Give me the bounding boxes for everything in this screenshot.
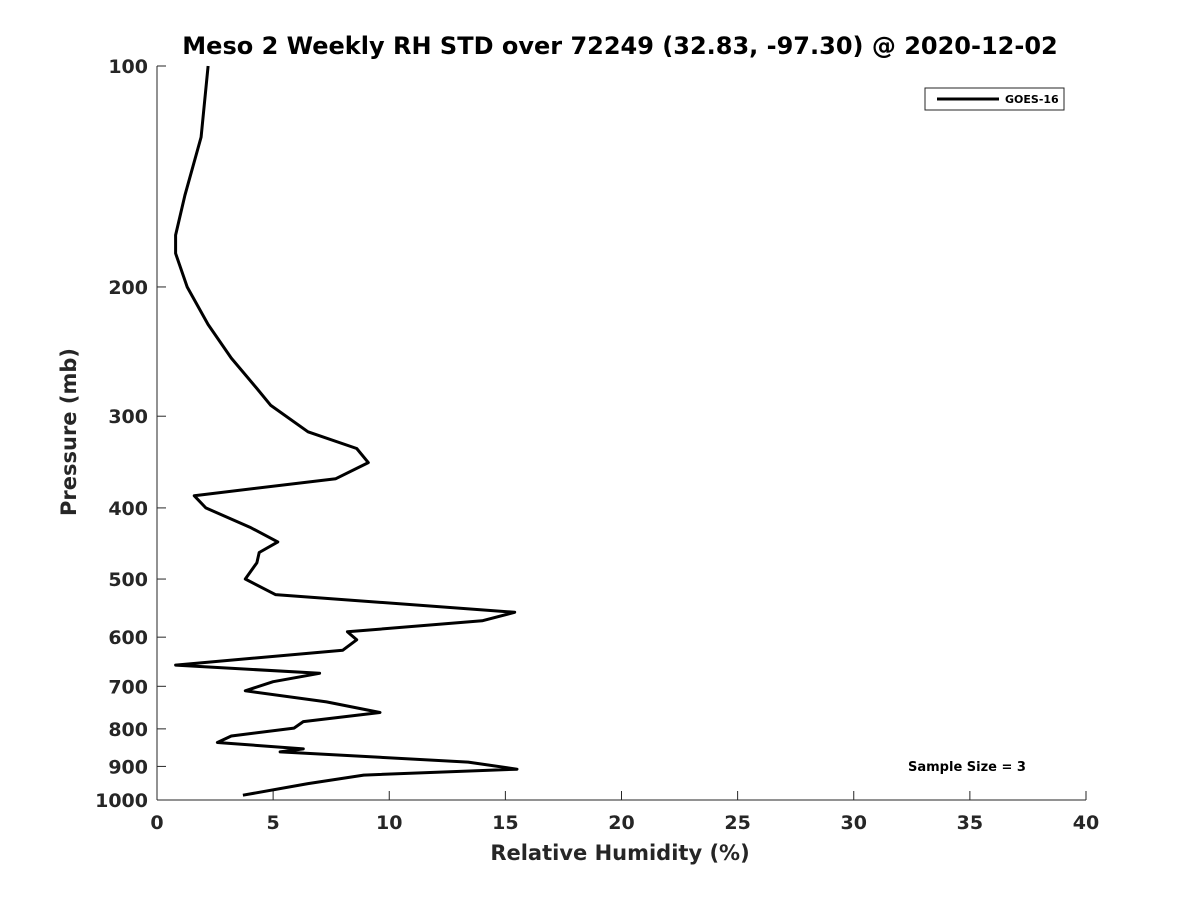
sample-size-annotation: Sample Size = 3 bbox=[908, 760, 1026, 775]
y-axis-label: Pressure (mb) bbox=[57, 348, 81, 516]
x-tick-label: 20 bbox=[608, 812, 634, 834]
y-tick-label: 300 bbox=[108, 406, 148, 428]
x-tick-label: 5 bbox=[267, 812, 280, 834]
data-series bbox=[174, 65, 519, 797]
x-tick-label: 40 bbox=[1073, 812, 1099, 834]
y-tick-label: 700 bbox=[108, 676, 148, 698]
y-tick-label: 800 bbox=[108, 719, 148, 741]
x-tick-label: 35 bbox=[957, 812, 983, 834]
y-axis-ticks: 100 200 300 400 500 600 700 800 900 1000 bbox=[95, 56, 166, 812]
y-tick-label: 500 bbox=[108, 569, 148, 591]
y-tick-label: 100 bbox=[108, 56, 148, 78]
y-tick-label: 900 bbox=[108, 756, 148, 778]
x-axis-ticks: 0 5 10 15 20 25 30 35 40 bbox=[150, 791, 1099, 834]
x-tick-label: 25 bbox=[724, 812, 750, 834]
series-line-goes-16 bbox=[174, 65, 519, 797]
x-tick-label: 0 bbox=[150, 812, 163, 834]
chart-title: Meso 2 Weekly RH STD over 72249 (32.83, … bbox=[182, 32, 1057, 60]
x-axis-label: Relative Humidity (%) bbox=[490, 841, 749, 865]
x-tick-label: 30 bbox=[841, 812, 867, 834]
y-tick-label: 600 bbox=[108, 627, 148, 649]
y-tick-label: 200 bbox=[108, 277, 148, 299]
x-tick-label: 10 bbox=[376, 812, 402, 834]
y-tick-label: 400 bbox=[108, 498, 148, 520]
axes bbox=[156, 66, 1086, 801]
legend: GOES-16 bbox=[924, 87, 1065, 111]
x-tick-label: 15 bbox=[492, 812, 518, 834]
legend-entry-label: GOES-16 bbox=[1005, 93, 1059, 106]
y-tick-label: 1000 bbox=[95, 790, 148, 812]
